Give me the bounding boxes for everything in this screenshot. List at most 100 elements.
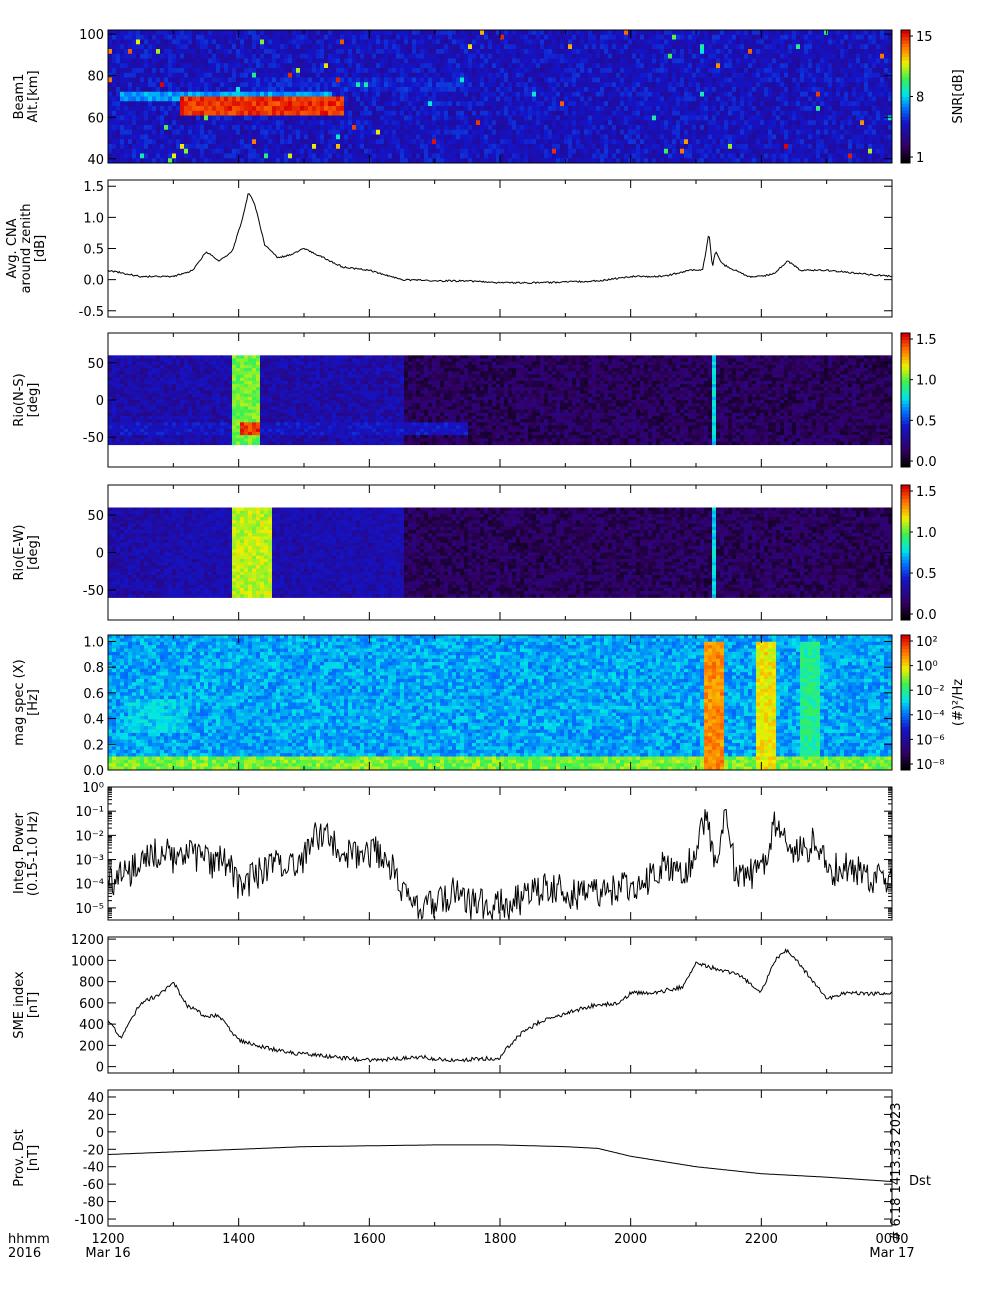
heatmap-cell — [324, 54, 328, 59]
heatmap-cell — [336, 106, 340, 111]
heatmap-cell — [396, 101, 400, 106]
heatmap-cell — [764, 135, 768, 140]
heatmap-cell — [640, 44, 644, 49]
heatmap-cell — [756, 120, 760, 125]
heatmap-cell — [148, 116, 152, 121]
heatmap-cell — [808, 111, 812, 116]
heatmap-cell — [520, 44, 524, 49]
heatmap-cell — [680, 92, 684, 97]
heatmap-cell — [504, 130, 508, 135]
heatmap-cell — [392, 120, 396, 125]
heatmap-cell — [208, 149, 212, 154]
heatmap-cell — [648, 106, 652, 111]
heatmap-cell — [680, 97, 684, 102]
heatmap-cell — [188, 68, 192, 73]
heatmap-cell — [412, 149, 416, 154]
heatmap-cell — [424, 49, 428, 54]
heatmap-cell — [572, 78, 576, 83]
heatmap-cell — [172, 63, 176, 68]
heatmap-cell — [808, 59, 812, 64]
heatmap-cell — [448, 30, 452, 35]
heatmap-cell — [176, 63, 180, 68]
heatmap-cell — [464, 139, 468, 144]
heatmap-cell — [192, 154, 196, 159]
heatmap-cell — [460, 87, 464, 92]
heatmap-cell — [532, 63, 536, 68]
heatmap-cell — [628, 87, 632, 92]
heatmap-cell — [412, 40, 416, 45]
heatmap-cell — [396, 68, 400, 73]
heatmap-cell — [660, 44, 664, 49]
heatmap-cell — [368, 135, 372, 140]
heatmap-cell — [156, 44, 160, 49]
heatmap-cell — [384, 35, 388, 40]
heatmap-cell — [492, 63, 496, 68]
heatmap-cell — [268, 154, 272, 159]
heatmap-cell — [132, 116, 136, 121]
heatmap-cell — [488, 59, 492, 64]
heatmap-cell — [376, 92, 380, 97]
heatmap-cell — [224, 92, 228, 97]
heatmap-cell — [668, 116, 672, 121]
heatmap-cell — [212, 59, 216, 64]
heatmap-cell — [320, 92, 324, 97]
heatmap-cell — [432, 106, 436, 111]
heatmap-cell — [292, 35, 296, 40]
heatmap-cell — [164, 125, 168, 130]
heatmap-cell — [460, 54, 464, 59]
heatmap-cell — [244, 59, 248, 64]
heatmap-cell — [412, 144, 416, 149]
heatmap-cell — [572, 73, 576, 78]
heatmap-cell — [196, 68, 200, 73]
heatmap-cell — [516, 44, 520, 49]
heatmap-cell — [660, 49, 664, 54]
heatmap-cell — [292, 144, 296, 149]
heatmap-cell — [200, 106, 204, 111]
heatmap-cell — [420, 97, 424, 102]
heatmap-cell — [316, 144, 320, 149]
heatmap-cell — [556, 97, 560, 102]
heatmap-cell — [556, 111, 560, 116]
heatmap-cell — [368, 116, 372, 121]
heatmap-cell — [804, 54, 808, 59]
heatmap-cell — [144, 120, 148, 125]
heatmap-cell — [516, 149, 520, 154]
heatmap-cell — [804, 63, 808, 68]
heatmap-cell — [688, 116, 692, 121]
heatmap-cell — [256, 111, 260, 116]
heatmap-cell — [148, 30, 152, 35]
heatmap-cell — [768, 149, 772, 154]
heatmap-cell — [604, 154, 608, 159]
heatmap-cell — [788, 30, 792, 35]
heatmap-cell — [236, 73, 240, 78]
heatmap-cell — [700, 92, 704, 97]
heatmap-cell — [716, 30, 720, 35]
heatmap-cell — [388, 106, 392, 111]
heatmap-cell — [248, 68, 252, 73]
heatmap-cell — [340, 101, 344, 106]
heatmap-cell — [248, 35, 252, 40]
heatmap-cell — [236, 111, 240, 116]
heatmap-cell — [704, 97, 708, 102]
heatmap-cell — [768, 144, 772, 149]
heatmap-cell — [612, 68, 616, 73]
heatmap-cell — [332, 68, 336, 73]
heatmap-cell — [392, 68, 396, 73]
heatmap-cell — [252, 106, 256, 111]
heatmap-cell — [500, 63, 504, 68]
heatmap-cell — [392, 101, 396, 106]
heatmap-cell — [744, 149, 748, 154]
heatmap-cell — [788, 120, 792, 125]
heatmap-cell — [616, 139, 620, 144]
heatmap-cell — [656, 130, 660, 135]
heatmap-cell — [664, 97, 668, 102]
heatmap-cell — [512, 120, 516, 125]
heatmap-cell — [544, 73, 548, 78]
heatmap-cell — [716, 78, 720, 83]
heatmap-cell — [632, 73, 636, 78]
heatmap-cell — [152, 120, 156, 125]
heatmap-cell — [128, 92, 132, 97]
heatmap-cell — [500, 40, 504, 45]
heatmap-cell — [420, 154, 424, 159]
heatmap-cell — [748, 73, 752, 78]
